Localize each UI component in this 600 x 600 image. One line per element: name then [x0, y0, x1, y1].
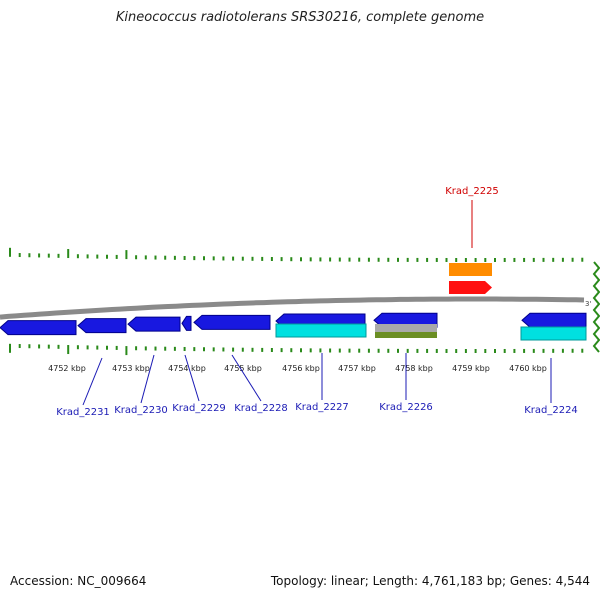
scale-label: 4755 kbp — [224, 364, 262, 373]
cds-arrow[interactable] — [77, 318, 127, 334]
cds-arrow[interactable] — [181, 315, 192, 331]
gene-label[interactable]: Krad_2229 — [172, 403, 226, 414]
cds-arrow[interactable] — [521, 312, 587, 328]
scale-label: 4757 kbp — [338, 364, 376, 373]
gene-label[interactable]: Krad_2228 — [234, 403, 288, 414]
highlight-box[interactable] — [449, 263, 492, 276]
scale-label: 4760 kbp — [509, 364, 547, 373]
genome-summary-text: Topology: linear; Length: 4,761,183 bp; … — [270, 574, 590, 588]
sequence-end-marker — [592, 261, 600, 353]
leader-line — [231, 354, 262, 402]
feature-block-olive[interactable] — [375, 332, 437, 338]
feature-block[interactable] — [275, 323, 367, 338]
gene-label[interactable]: Krad_2224 — [524, 405, 578, 416]
cds-arrow[interactable] — [0, 320, 77, 336]
scale-label: 4759 kbp — [452, 364, 490, 373]
cds-arrow[interactable] — [193, 314, 271, 330]
cds-arrow[interactable] — [127, 316, 181, 332]
scale-label: 4752 kbp — [48, 364, 86, 373]
gene-label[interactable]: Krad_2231 — [56, 407, 110, 418]
feature-block[interactable] — [520, 326, 587, 341]
scale-label: 4754 kbp — [168, 364, 206, 373]
gene-label[interactable]: Krad_2226 — [379, 402, 433, 413]
three-prime-end-label: 3' — [585, 300, 591, 308]
highlighted-gene-arrow[interactable] — [449, 281, 492, 294]
leader-line — [184, 354, 200, 402]
genome-backbone — [0, 296, 585, 320]
gene-label[interactable]: Krad_2230 — [114, 405, 168, 416]
accession-text: Accession: NC_009664 — [10, 574, 147, 588]
feature-block-grey[interactable] — [375, 324, 437, 332]
gene-label[interactable]: Krad_2227 — [295, 402, 349, 413]
leader-line — [82, 357, 103, 406]
gene-label[interactable]: Krad_2225 — [445, 186, 499, 197]
map-title: Kineococcus radiotolerans SRS30216, comp… — [115, 10, 485, 25]
leader-line — [140, 354, 155, 404]
scale-label: 4756 kbp — [282, 364, 320, 373]
scale-label: 4753 kbp — [112, 364, 150, 373]
scale-label: 4758 kbp — [395, 364, 433, 373]
